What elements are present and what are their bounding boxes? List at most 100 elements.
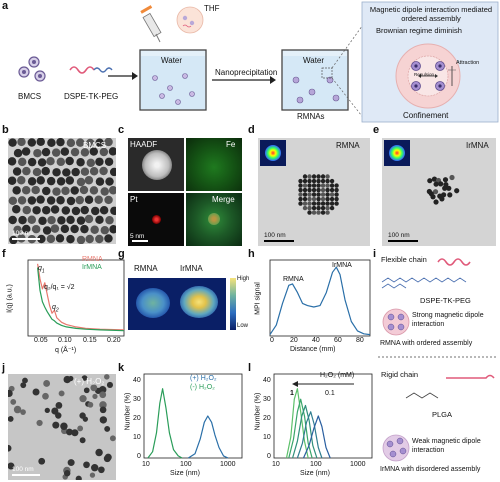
h-xtick-0: 0 <box>270 337 274 344</box>
nanoparticle <box>60 147 70 156</box>
panel-label-b: b <box>2 124 9 136</box>
confinement-label: Confinement <box>403 111 449 120</box>
brownian-label: Brownian regime diminish <box>376 26 462 35</box>
nanoparticle <box>76 177 86 187</box>
nanoparticle <box>32 388 40 396</box>
nanoparticle <box>325 174 330 179</box>
scale-bar-c <box>132 240 148 242</box>
nanoparticle <box>89 472 96 478</box>
nanoparticle <box>99 166 108 176</box>
series-line <box>37 263 125 331</box>
nanoparticle <box>66 196 76 206</box>
series-line <box>296 411 323 459</box>
nanoparticle <box>302 183 308 188</box>
h-xtick-4: 80 <box>356 337 364 344</box>
nanoparticle <box>66 428 73 436</box>
nanoparticle <box>42 206 51 215</box>
scale-label-e: 100 nm <box>388 232 410 239</box>
nanoparticle <box>104 138 113 147</box>
nanoparticle <box>42 226 52 235</box>
nanoparticle <box>316 196 321 202</box>
nanoparticle <box>316 183 321 188</box>
series-line <box>288 398 313 459</box>
nanoparticle <box>104 425 111 432</box>
nanoparticle <box>433 199 439 205</box>
l-ytick-2: 20 <box>263 415 271 422</box>
series-line <box>285 388 309 459</box>
nanoparticle <box>21 186 31 195</box>
nanoparticle <box>36 195 45 204</box>
nanoparticle <box>57 216 66 225</box>
nanoparticle <box>307 183 312 188</box>
g-irmna-label: IrMNA <box>180 264 203 273</box>
fft-inset-d <box>260 140 286 166</box>
nanoparticle <box>316 174 321 179</box>
nanoparticle <box>52 421 60 429</box>
nanoparticle <box>75 138 85 147</box>
nanoparticle <box>17 176 26 185</box>
series-line <box>147 388 183 459</box>
nanoparticle <box>32 167 42 177</box>
nanoparticle <box>298 187 303 193</box>
nanoparticle <box>100 187 109 196</box>
nanoparticle <box>37 158 47 167</box>
i-strong-label: Strong magnetic dipole interaction <box>412 312 484 328</box>
k-xtick-1: 100 <box>180 461 192 468</box>
l-arrow-label: H₂O₂ (mM) <box>320 372 355 379</box>
k-ylabel: Number (%) <box>124 392 132 431</box>
nanoparticle <box>100 225 110 235</box>
pt-map <box>128 193 184 246</box>
water-label-2: Water <box>303 56 325 65</box>
nanoparticle <box>44 407 50 414</box>
nanoparticle <box>55 402 63 409</box>
nanoparticle <box>302 201 308 206</box>
nanoparticle <box>41 147 51 157</box>
j-title: (+) H₂O₂ <box>74 377 105 386</box>
l-v1-label: 1 <box>290 390 294 397</box>
nanoparticle <box>108 147 116 156</box>
nanoparticle <box>329 192 335 197</box>
nanoparticle <box>61 186 70 196</box>
f-ylabel: I(q) (a.u.) <box>6 284 14 313</box>
nanoparticle <box>77 425 84 432</box>
h-irmna-label: IrMNA <box>332 262 352 269</box>
nanoparticle <box>439 196 445 202</box>
nanoparticle <box>329 205 335 211</box>
nanoparticle <box>302 178 308 184</box>
l-xtick-0: 10 <box>272 461 280 468</box>
nanoparticle <box>90 225 99 234</box>
nanoparticle <box>334 183 339 188</box>
nanoparticle <box>8 138 17 147</box>
nanoparticle <box>302 196 308 202</box>
nanoparticle <box>76 235 86 244</box>
nanoparticle <box>86 158 96 168</box>
scale-bar-b <box>12 238 40 240</box>
nanoparticle <box>71 167 80 177</box>
panel-label-l: l <box>248 362 252 374</box>
nanoparticle <box>32 206 41 215</box>
nanoparticle <box>334 192 339 197</box>
nanoparticle <box>70 224 79 234</box>
nanoparticle <box>82 416 89 422</box>
l-ytick-3: 30 <box>263 396 271 403</box>
f-legend-irmna: IrMNA <box>82 264 102 271</box>
nanoparticle <box>63 375 71 384</box>
i-flex-label: Flexible chain <box>381 255 427 264</box>
nanoparticle <box>320 205 326 211</box>
nanoparticle <box>31 224 41 234</box>
pt-label: Pt <box>130 195 138 204</box>
arrow-head <box>292 381 298 387</box>
nanoparticle <box>80 224 89 234</box>
nanoparticle <box>447 192 453 198</box>
nanoparticle <box>95 448 103 457</box>
colorbar <box>230 278 236 330</box>
h-xtick-1: 20 <box>290 337 298 344</box>
merge-label: Merge <box>212 195 235 204</box>
panel-label-h: h <box>248 248 255 260</box>
dls-chart-l <box>273 373 373 459</box>
nanoparticle <box>61 206 71 215</box>
nanoparticle <box>105 177 114 186</box>
nanoparticle <box>307 178 312 184</box>
f-xtick-1: 0.10 <box>58 337 72 344</box>
tem-image-j <box>8 374 116 480</box>
